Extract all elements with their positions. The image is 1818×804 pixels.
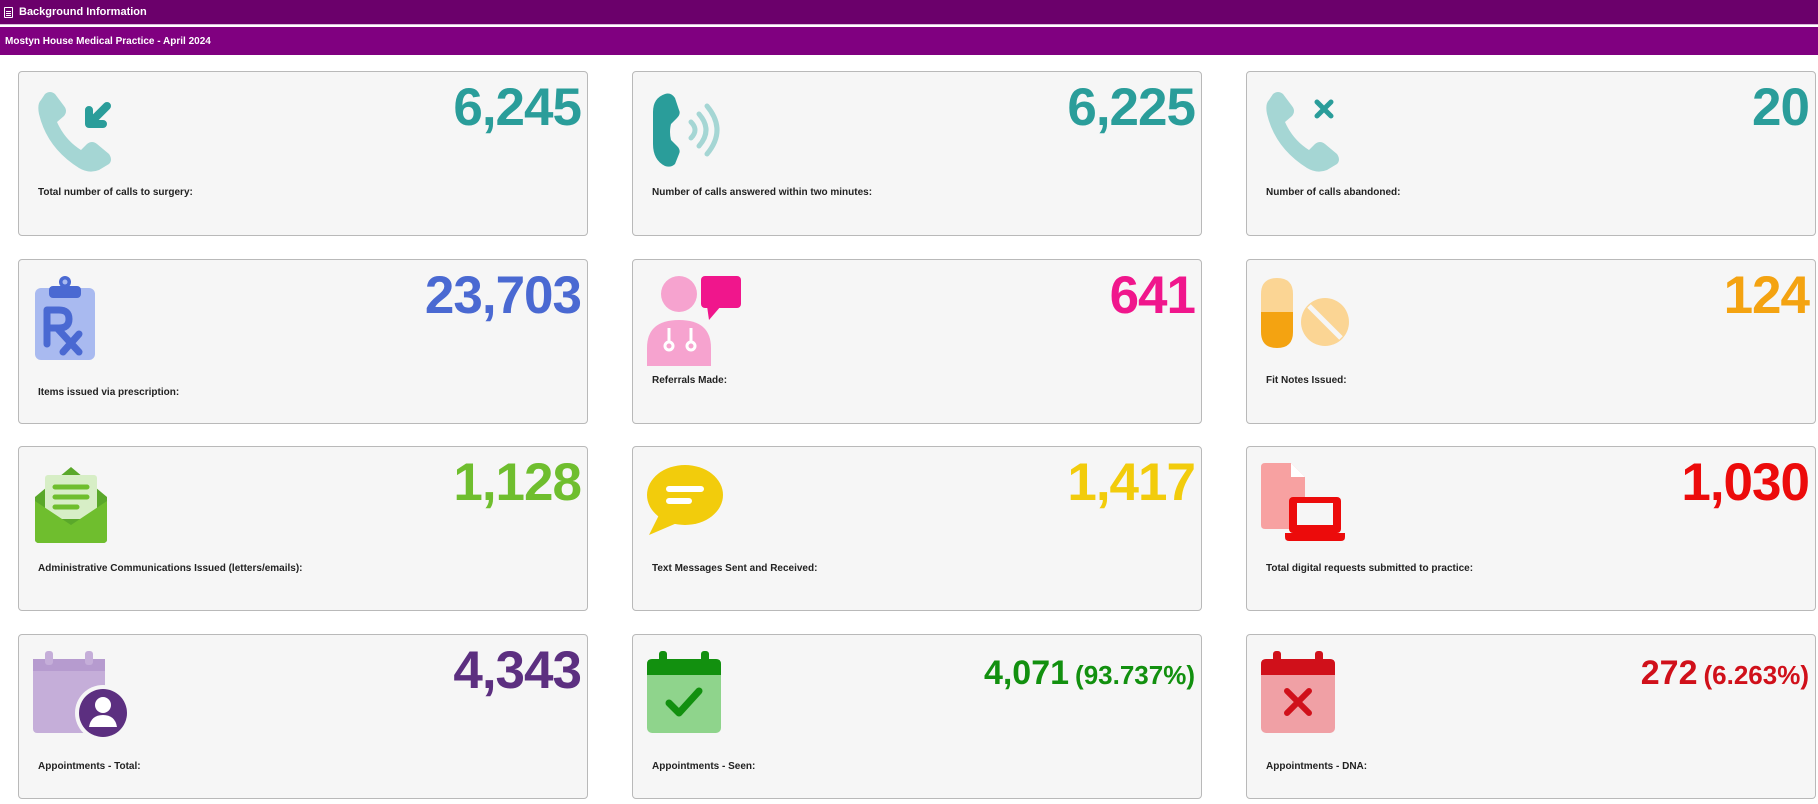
appointments-seen-percent: (93.737%) [1075,660,1195,690]
appointments-total-card: 4,343 Appointments - Total: [18,634,588,799]
calls-answered-card: 6,225 Number of calls answered within tw… [632,71,1202,236]
pills-icon [1261,278,1349,348]
appointments-seen-card: 4,071 (93.737%) Appointments - Seen: [632,634,1202,799]
laptop-document-icon [1261,463,1345,541]
appointments-dna-label: Appointments - DNA: [1266,761,1368,772]
open-envelope-icon [35,467,107,543]
admin-comms-card: 1,128 Administrative Communications Issu… [18,446,588,611]
calendar-check-icon [647,651,721,733]
digital-requests-label: Total digital requests submitted to prac… [1266,563,1474,574]
calls-answered-label: Number of calls answered within two minu… [652,187,873,198]
practice-title: Mostyn House Medical Practice - April 20… [5,35,211,47]
appointments-seen-count: 4,071 [983,654,1070,692]
admin-comms-value: 1,128 [453,453,582,512]
document-icon [4,6,13,18]
appointments-dna-card: 272 (6.263%) Appointments - DNA: [1246,634,1816,799]
phone-incoming-icon [38,92,112,172]
referrals-label: Referrals Made: [652,375,728,386]
appointments-total-value: 4,343 [453,641,582,700]
text-messages-card: 1,417 Text Messages Sent and Received: [632,446,1202,611]
calls-abandoned-card: 20 Number of calls abandoned: [1246,71,1816,236]
phone-missed-icon [1266,92,1339,172]
digital-requests-card: 1,030 Total digital requests submitted t… [1246,446,1816,611]
prescription-clipboard-icon [35,276,95,360]
prescriptions-label: Items issued via prescription: [38,387,180,398]
speech-bubble-icon [647,465,723,535]
fit-notes-value: 124 [1723,266,1810,325]
admin-comms-label: Administrative Communications Issued (le… [38,563,303,574]
prescriptions-value: 23,703 [424,266,582,325]
doctor-chat-icon [647,276,741,366]
text-messages-label: Text Messages Sent and Received: [652,563,818,574]
digital-requests-value: 1,030 [1681,453,1810,512]
calendar-user-icon [33,651,131,741]
referrals-card: 641 Referrals Made: [632,259,1202,424]
appointments-seen-label: Appointments - Seen: [652,761,756,772]
prescriptions-card: 23,703 Items issued via prescription: [18,259,588,424]
calls-abandoned-value: 20 [1752,78,1810,137]
phone-ringing-icon [653,93,720,167]
text-messages-value: 1,417 [1067,453,1196,512]
calls-answered-value: 6,225 [1067,78,1196,137]
header-title: Background Information [19,6,147,18]
appointments-dna-count: 272 [1640,654,1698,692]
calls-total-value: 6,245 [453,78,582,137]
calls-abandoned-label: Number of calls abandoned: [1266,187,1401,198]
calendar-cross-icon [1261,651,1335,733]
appointments-dna-value: 272 (6.263%) [1641,651,1809,697]
referrals-value: 641 [1109,266,1196,325]
calls-total-card: 6,245 Total number of calls to surgery: [18,71,588,236]
app-header: Background Information [0,0,1818,25]
appointments-dna-percent: (6.263%) [1703,660,1810,690]
practice-title-bar: Mostyn House Medical Practice - April 20… [0,27,1818,55]
appointments-total-label: Appointments - Total: [38,761,141,772]
calls-total-label: Total number of calls to surgery: [38,187,193,198]
fit-notes-card: 124 Fit Notes Issued: [1246,259,1816,424]
appointments-seen-value: 4,071 (93.737%) [984,651,1195,697]
fit-notes-label: Fit Notes Issued: [1266,375,1347,386]
